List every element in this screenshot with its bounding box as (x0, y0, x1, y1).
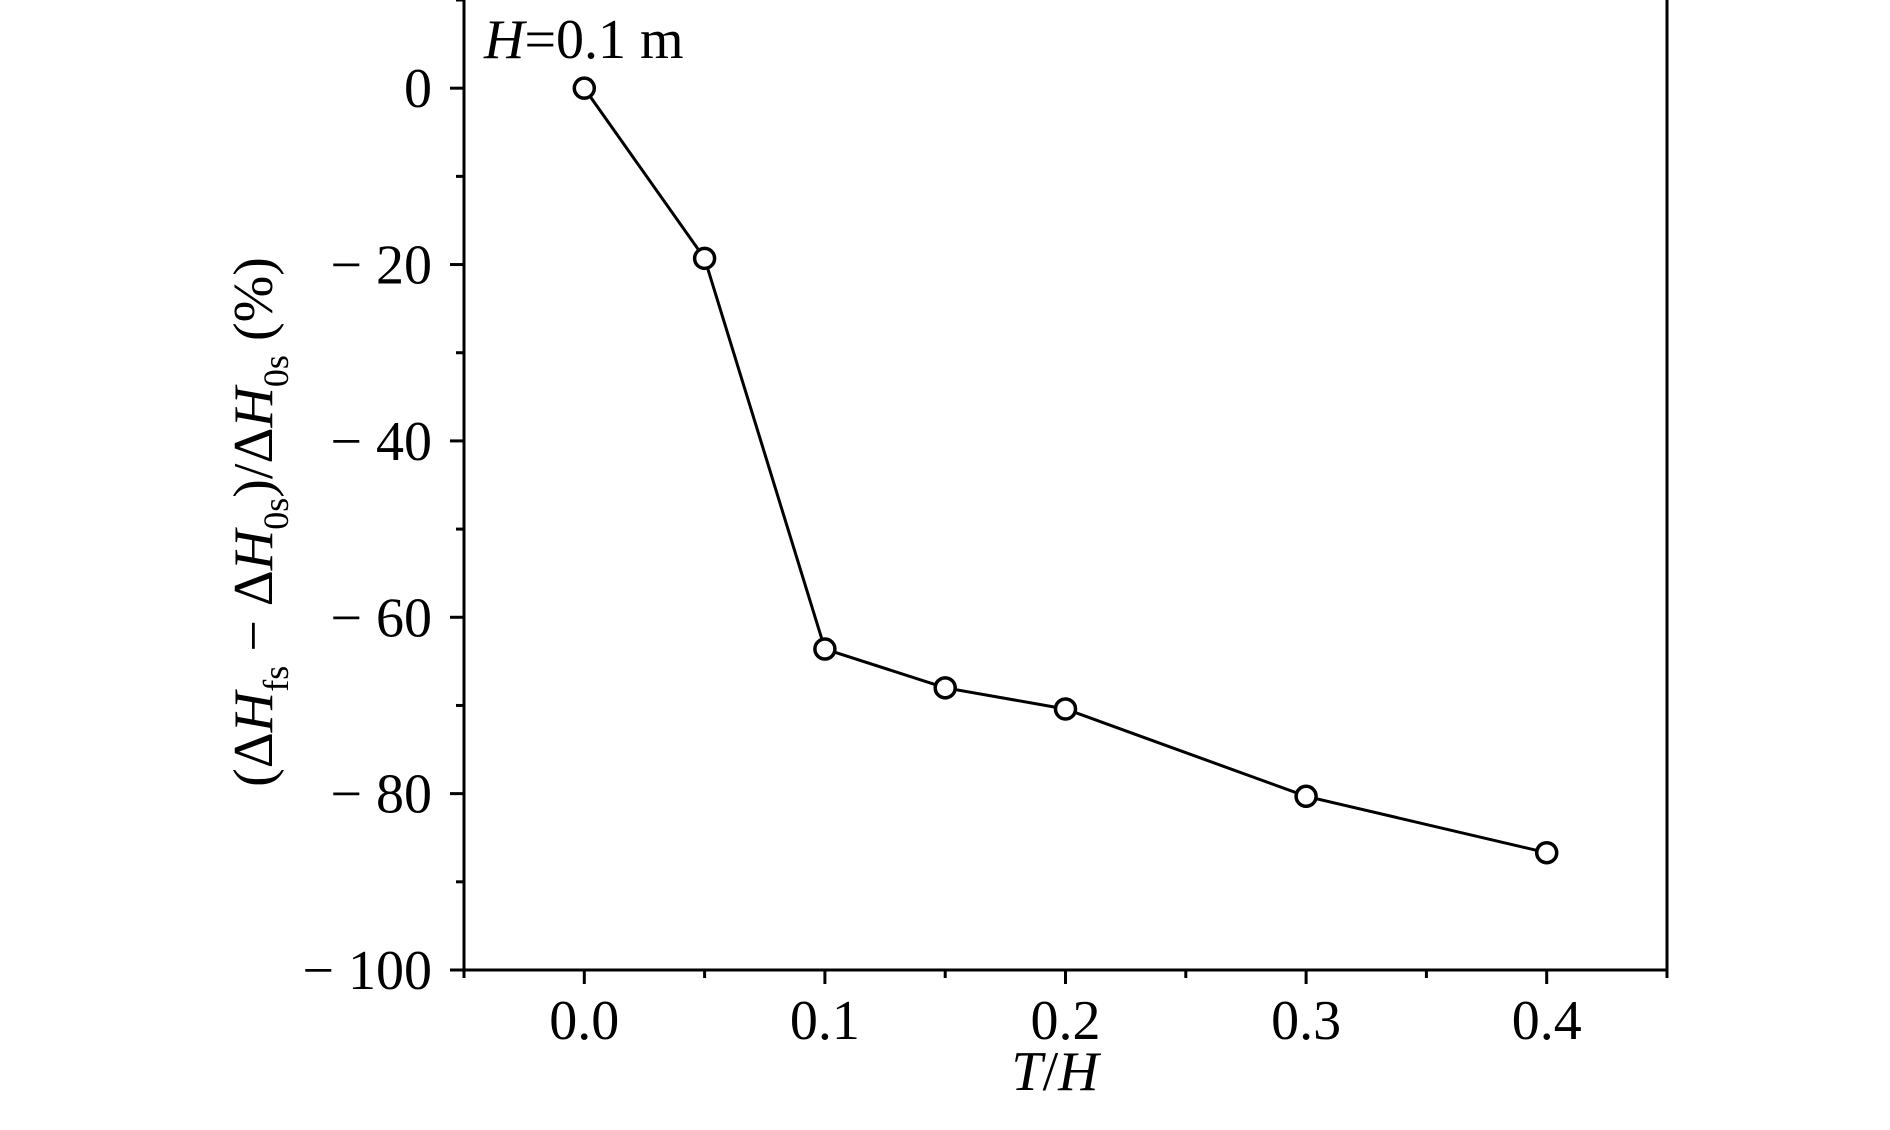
y-tick-label: 0 (404, 58, 432, 120)
annotation-var: H (483, 9, 527, 71)
y-title-mid: )/Δ (223, 428, 285, 498)
data-point (1053, 697, 1078, 721)
x-axis-title-t: T (1011, 1041, 1046, 1103)
annotation-text: H=0.1 m (483, 9, 684, 71)
y-title-close: (%) (223, 257, 285, 355)
x-tick-label: 0.0 (549, 990, 619, 1052)
y-axis-title: (ΔHfs − ΔH0s)/ΔH0s (%) (223, 257, 296, 787)
y-tick-label: − 40 (330, 411, 432, 473)
y-title-sub3: 0s (256, 355, 296, 387)
y-title-minus: − Δ (223, 570, 285, 666)
data-point (572, 76, 597, 100)
data-points (572, 76, 1559, 865)
data-point (1294, 784, 1318, 809)
y-title-sub1: fs (256, 666, 296, 692)
x-tick-label: 0.3 (1271, 990, 1341, 1052)
y-title-var1: H (223, 689, 285, 733)
y-title-var2: H (223, 527, 285, 571)
y-title-sub2: 0s (256, 498, 296, 530)
major-ticks (450, 86, 1549, 984)
data-point (692, 246, 717, 271)
data-point (813, 637, 837, 661)
x-tick-labels: 0.0 0.1 0.2 0.3 0.4 (549, 990, 1581, 1052)
y-tick-labels: 0 − 20 − 40 − 60 − 80 − 100 (302, 58, 432, 1002)
y-tick-label: − 60 (330, 587, 432, 649)
y-tick-label: − 20 (330, 235, 432, 297)
x-axis-title: T/H (1011, 1041, 1101, 1103)
y-title-open: (Δ (223, 732, 285, 787)
data-point (933, 676, 957, 700)
annotation-rest: =0.1 m (524, 9, 683, 71)
plot-frame (462, 0, 1669, 972)
x-tick-label: 0.1 (790, 990, 860, 1052)
x-tick-label: 0.4 (1512, 990, 1582, 1052)
x-tick-label: 0.2 (1031, 990, 1101, 1052)
y-title-var3: H (223, 385, 285, 429)
data-point (1534, 840, 1559, 865)
x-axis-title-slash: / (1043, 1041, 1059, 1103)
x-axis-title-h: H (1057, 1041, 1101, 1103)
y-tick-label: − 100 (302, 940, 432, 1002)
y-tick-label: − 80 (330, 764, 432, 826)
